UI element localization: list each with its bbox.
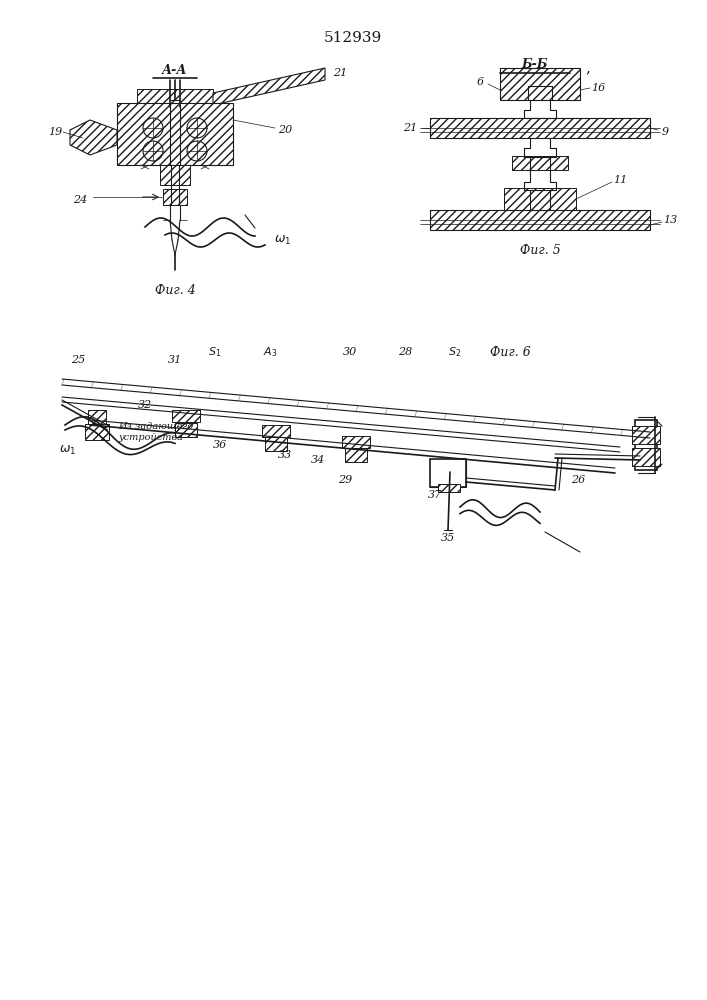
Bar [262, 425, 290, 437]
Text: 19: 19 [48, 127, 62, 137]
Text: 36: 36 [213, 440, 227, 450]
Bar [172, 410, 200, 422]
Text: 20: 20 [278, 125, 292, 135]
Text: 11: 11 [613, 175, 627, 185]
Bar [635, 420, 657, 470]
Bar [504, 188, 576, 210]
Text: Из задающего: Из задающего [118, 422, 193, 430]
Text: 9: 9 [662, 127, 669, 137]
Text: 31: 31 [168, 355, 182, 365]
Bar [430, 459, 466, 487]
Text: Б-Б: Б-Б [522, 58, 548, 72]
Text: Фиг. 5: Фиг. 5 [520, 243, 561, 256]
Text: 16: 16 [591, 83, 605, 93]
Bar [430, 459, 466, 487]
Text: $\omega_1$: $\omega_1$ [274, 233, 291, 247]
Text: ,: , [585, 61, 590, 75]
Bar [430, 118, 650, 138]
Bar [632, 448, 660, 466]
Text: Фиг. 6: Фиг. 6 [490, 346, 530, 359]
Text: $S_1$: $S_1$ [209, 345, 222, 359]
Bar [345, 448, 367, 462]
Text: 6: 6 [477, 77, 484, 87]
Text: $S_2$: $S_2$ [448, 345, 462, 359]
Text: Фиг. 4: Фиг. 4 [155, 284, 195, 296]
Text: 21: 21 [403, 123, 417, 133]
Bar [342, 436, 370, 448]
Text: 37: 37 [428, 490, 442, 500]
Polygon shape [70, 120, 117, 155]
Text: устройства: устройства [118, 434, 183, 442]
Bar [430, 210, 650, 230]
Text: 29: 29 [338, 475, 352, 485]
Bar [163, 189, 187, 205]
Text: $\omega_1$: $\omega_1$ [59, 443, 76, 457]
Text: 26: 26 [571, 475, 585, 485]
Text: 25: 25 [71, 355, 85, 365]
Bar [265, 437, 287, 451]
Bar [512, 156, 568, 170]
Bar [117, 103, 233, 165]
Bar [160, 165, 190, 185]
Bar [632, 426, 660, 444]
Text: $A_3$: $A_3$ [263, 345, 277, 359]
Text: 34: 34 [311, 455, 325, 465]
Text: 33: 33 [278, 450, 292, 460]
Text: 21: 21 [333, 68, 347, 78]
Bar [438, 484, 460, 492]
Polygon shape [213, 68, 325, 105]
Text: А-А: А-А [162, 64, 188, 77]
Text: 512939: 512939 [324, 31, 382, 45]
Bar [137, 89, 213, 105]
Text: 28: 28 [398, 347, 412, 357]
Bar [175, 423, 197, 437]
Text: 32: 32 [138, 400, 152, 410]
Bar [85, 424, 109, 440]
Text: 13: 13 [663, 215, 677, 225]
Text: 30: 30 [343, 347, 357, 357]
Bar [500, 68, 580, 100]
Text: 35: 35 [441, 533, 455, 543]
Text: 24: 24 [73, 195, 87, 205]
Bar [88, 410, 106, 424]
